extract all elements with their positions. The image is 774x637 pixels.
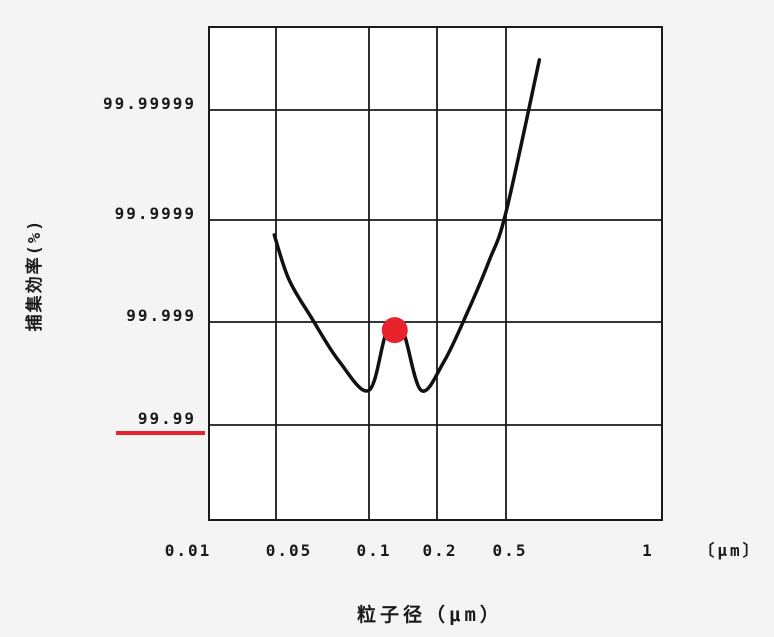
y-tick-label: 99.99 xyxy=(138,409,196,428)
y-tick-label: 99.99999 xyxy=(103,94,196,113)
x-tick-label: 0.5 xyxy=(493,541,528,560)
x-tick-label: 0.1 xyxy=(357,541,392,560)
x-tick-label: 0.05 xyxy=(266,541,313,560)
minimum-efficiency-marker xyxy=(381,317,408,344)
plot-area xyxy=(208,26,663,521)
y-tick-label: 99.9999 xyxy=(115,204,196,223)
y-tick-label: 99.999 xyxy=(126,306,196,325)
x-tick-label: 0.01 xyxy=(165,541,212,560)
y-axis-title: 捕集効率(%) xyxy=(24,219,45,332)
x-axis-title: 粒子径（μm） xyxy=(357,603,503,626)
x-tick-label: 1 xyxy=(642,541,654,560)
x-unit-label: 〔μm〕 xyxy=(698,541,761,560)
x-tick-label: 0.2 xyxy=(423,541,458,560)
